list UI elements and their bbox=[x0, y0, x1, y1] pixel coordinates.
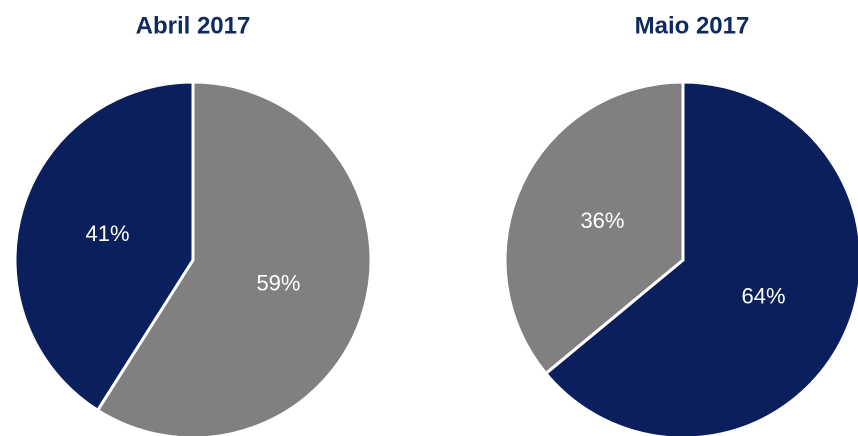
chart-title: Abril 2017 bbox=[136, 12, 251, 39]
data-label: 59% bbox=[256, 271, 300, 296]
pie-slice bbox=[95, 80, 373, 436]
data-label: 41% bbox=[86, 221, 130, 246]
pie-slice bbox=[503, 80, 685, 376]
pie-slice bbox=[543, 80, 858, 436]
data-label: 64% bbox=[742, 284, 786, 309]
chart-title: Maio 2017 bbox=[635, 12, 750, 39]
data-label: 36% bbox=[580, 208, 624, 233]
pie-slice bbox=[13, 80, 195, 413]
